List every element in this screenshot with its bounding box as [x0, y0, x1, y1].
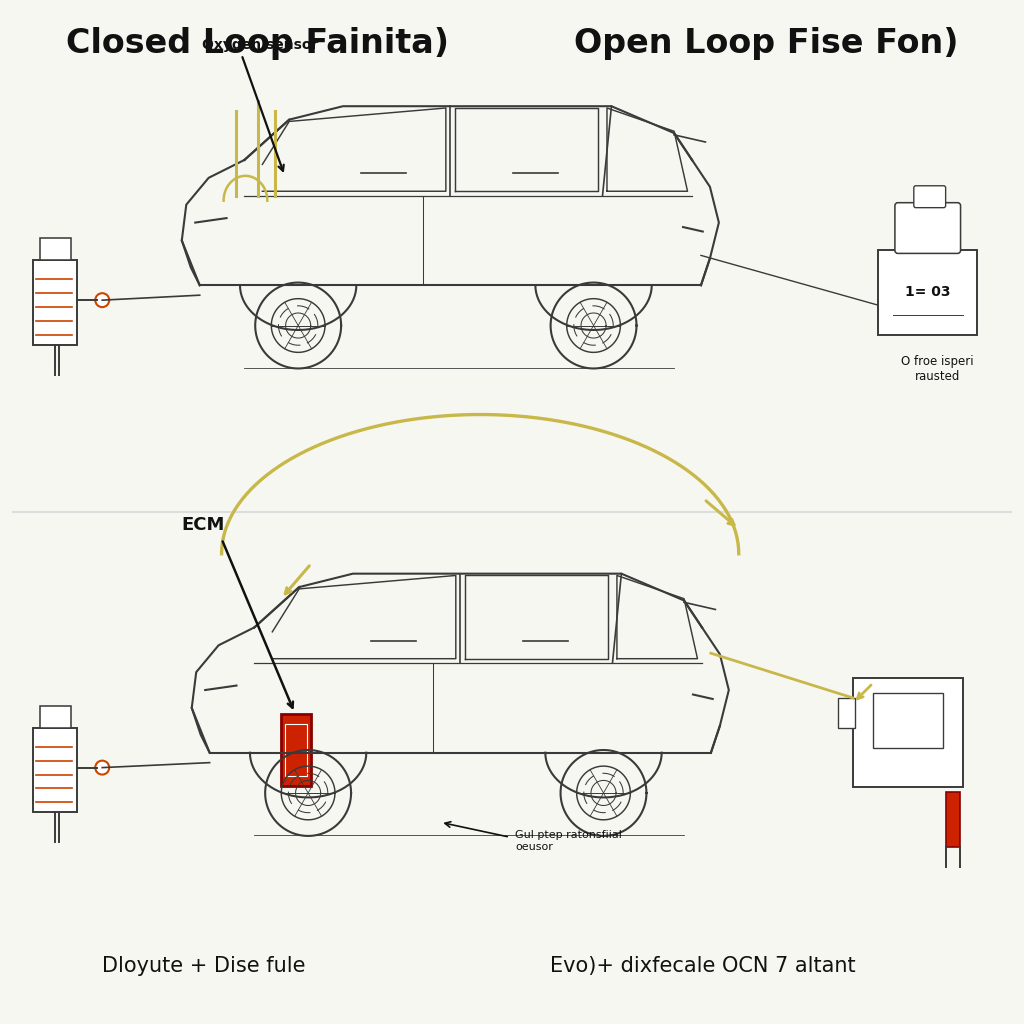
FancyBboxPatch shape — [40, 239, 72, 260]
FancyBboxPatch shape — [913, 185, 945, 208]
FancyBboxPatch shape — [839, 698, 855, 728]
Text: 1= 03: 1= 03 — [905, 286, 950, 299]
Text: Gul ptep ratonsfiial
oeusor: Gul ptep ratonsfiial oeusor — [515, 830, 622, 852]
Text: Oxygen sensor: Oxygen sensor — [202, 38, 318, 51]
Text: Closed Loop Fainita): Closed Loop Fainita) — [66, 27, 449, 59]
Text: O froe isperi
rausted: O froe isperi rausted — [901, 355, 974, 383]
Circle shape — [95, 761, 110, 774]
FancyBboxPatch shape — [853, 678, 963, 787]
Text: Evo)+ dixfecale OCN 7 altant: Evo)+ dixfecale OCN 7 altant — [550, 956, 855, 977]
FancyBboxPatch shape — [873, 693, 943, 748]
Text: ECM: ECM — [182, 516, 225, 534]
FancyBboxPatch shape — [40, 706, 72, 728]
FancyBboxPatch shape — [878, 251, 978, 335]
FancyBboxPatch shape — [895, 203, 961, 253]
Bar — [945, 793, 959, 847]
Text: Dloyute + Dise fule: Dloyute + Dise fule — [102, 956, 306, 977]
FancyBboxPatch shape — [33, 260, 78, 345]
FancyBboxPatch shape — [33, 728, 78, 812]
Circle shape — [95, 293, 110, 307]
FancyBboxPatch shape — [281, 714, 310, 785]
Text: Open Loop Fise Fon): Open Loop Fise Fon) — [574, 27, 958, 59]
